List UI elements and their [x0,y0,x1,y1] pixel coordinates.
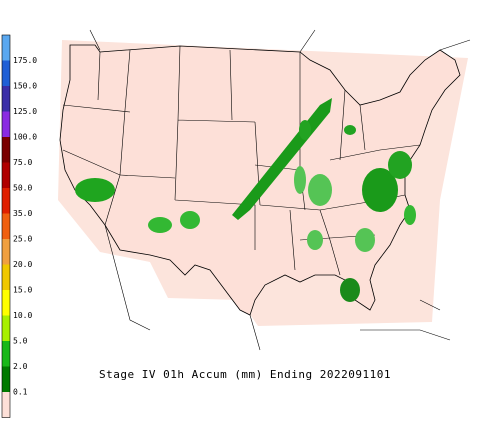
precip-area [308,174,332,206]
legend-label: 10.0 [13,311,32,320]
foreign-borders [89,29,471,351]
color-legend: 175.0 150.0 125.0 100.0 75.0 50.0 35.0 25.0 20.0… [1,34,37,418]
legend-swatch [2,86,10,112]
legend-swatch [2,239,10,265]
legend-label: 5.0 [13,337,28,346]
legend-frame [1,34,11,418]
legend-swatch [2,392,10,418]
legend-label: 150.0 [13,82,37,91]
legend-label: 2.0 [13,362,28,371]
legend-swatch [2,188,10,214]
legend-swatch [2,290,10,316]
legend-label: 25.0 [13,235,32,244]
legend-swatch [2,137,10,163]
legend-swatch [2,60,10,86]
legend-label: 20.0 [13,260,32,269]
legend-label: 75.0 [13,158,32,167]
map-title: Stage IV 01h Accum (mm) Ending 202209110… [99,368,391,381]
legend-label: 125.0 [13,107,37,116]
legend-label: 50.0 [13,184,32,193]
precip-areas [75,98,416,302]
precip-area [75,178,115,202]
precip-area [340,278,360,302]
precip-area [355,228,375,252]
legend-swatch [2,264,10,290]
precip-area [388,151,412,179]
legend-swatch [2,315,10,341]
legend-label: 100.0 [13,133,37,142]
precip-area [299,120,311,140]
legend-label: 35.0 [13,209,32,218]
legend-label: 0.1 [13,388,28,397]
legend-swatch [2,341,10,367]
legend-swatch [2,366,10,392]
precip-area [294,166,306,194]
precip-area [344,125,356,135]
precip-area [362,168,398,212]
legend-swatch [2,111,10,137]
precip-area [148,217,172,233]
precip-area [180,211,200,229]
legend-label: 15.0 [13,286,32,295]
precip-area [307,230,323,250]
legend-label: 175.0 [13,56,37,65]
legend-swatch [2,162,10,188]
precip-area [404,205,416,225]
legend-swatch [2,35,10,61]
legend-swatch [2,213,10,239]
